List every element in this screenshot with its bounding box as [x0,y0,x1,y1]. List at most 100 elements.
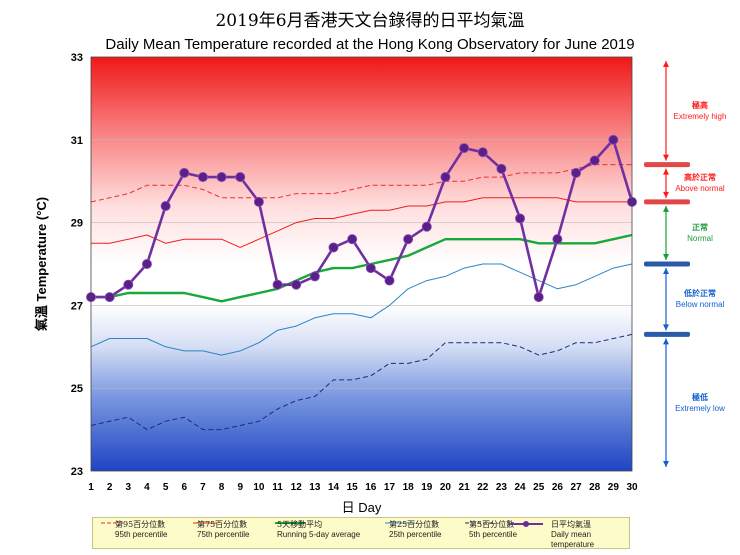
zone-label: 極高 Extremely high [665,100,735,122]
legend-label-cn: 5天移動平均 [277,520,323,529]
legend-swatch-running5 [275,522,305,524]
data-point [515,213,526,224]
data-point [403,234,414,245]
zone-boundary-marker [644,199,690,205]
x-tick-label: 14 [328,482,340,493]
x-tick-label: 12 [291,482,303,493]
data-point [309,271,320,282]
legend-label-en: 5th percentile [469,530,518,539]
y-axis-label: 氣溫 Temperature (°C) [34,197,49,331]
data-point [552,234,563,245]
data-point [608,134,619,145]
chart-legend: 第95百分位數 95th percentile 第75百分位數 75th per… [92,517,630,549]
series-line-1 [90,164,632,203]
data-point [533,292,544,303]
data-point [272,279,283,290]
zone-arrow-head-down [663,254,669,260]
x-tick-label: 15 [347,482,359,493]
y-tick-label: 27 [71,300,83,312]
data-point [216,172,227,183]
x-tick-label: 17 [384,482,396,493]
x-tick-label: 25 [533,482,545,493]
zone-arrow-head-down [663,191,669,198]
zone-label-en: Below normal [675,300,725,310]
data-point [477,147,488,158]
legend-swatch-p25 [385,522,415,524]
x-tick-label: 29 [608,482,620,493]
legend-text-p25: 第25百分位數 25th percentile [389,520,441,540]
chart-title-english: Daily Mean Temperature recorded at the H… [105,36,635,53]
data-point [179,167,190,178]
x-tick-label: 4 [144,482,150,493]
legend-label-en: 25th percentile [389,530,442,539]
x-tick-label: 27 [570,482,582,493]
zone-label: 高於正常 Above normal [665,172,735,194]
legend-label-en: 95th percentile [115,530,168,539]
data-point [197,172,208,183]
legend-item-running5 [275,520,305,526]
zone-label-cn: 極高 [692,99,708,110]
legend-label-cn: 第25百分位數 [389,520,440,529]
zone-arrow-head-up [663,205,669,212]
plot-background [91,57,632,471]
legend-swatch-p5 [465,522,495,524]
y-tick-label: 33 [71,52,83,64]
zone-arrow-head-up [663,338,669,345]
y-tick-label: 23 [71,466,83,478]
zone-label-cn: 極低 [692,391,708,402]
zone-label-cn: 低於正常 [684,288,716,299]
x-tick-label: 2 [107,482,113,493]
zone-label-en: Extremely low [675,403,725,413]
zone-arrow-head-up [663,61,669,67]
zone-boundary-marker [644,331,690,337]
legend-text-daily: 日平均氣溫 Daily mean temperature [551,520,629,550]
zone-label-en: Normal [687,233,713,243]
data-point [291,279,302,290]
series-line-3 [91,233,633,303]
x-tick-label: 18 [403,482,415,493]
data-point [347,234,358,245]
legend-text-p5: 第5百分位數 5th percentile [469,520,517,540]
data-point [459,143,470,154]
data-point [421,221,432,232]
legend-label-cn: 第75百分位數 [197,520,248,529]
data-point [141,258,152,269]
y-tick-label: 25 [71,383,83,395]
zone-label-en: Above normal [675,184,725,194]
x-tick-label: 30 [626,482,638,493]
zone-label-cn: 高於正常 [684,172,716,183]
x-tick-label: 7 [200,482,206,493]
x-axis-label: 日 Day [342,500,382,515]
zone-boundary-marker [644,261,690,267]
legend-label-en: Daily mean temperature [551,530,595,549]
y-tick-label: 29 [71,218,83,230]
legend-item-p75 [193,520,217,526]
legend-swatch-daily [509,521,543,527]
chart-title-chinese: 2019年6月香港天文台錄得的日平均氣溫 [215,11,525,31]
x-tick-label: 3 [126,482,132,493]
data-point [589,155,600,166]
zone-arrow-head-down [663,154,669,161]
zone-label-cn: 正常 [692,221,708,232]
legend-label-cn: 日平均氣溫 [551,520,591,529]
legend-item-p5 [465,520,495,526]
legend-text-running5: 5天移動平均 Running 5-day average [277,520,360,540]
legend-label-cn: 第5百分位數 [469,520,515,529]
zone-label: 低於正常 Below normal [665,288,735,310]
x-tick-label: 28 [589,482,601,493]
x-tick-label: 13 [309,482,321,493]
x-tick-label: 19 [421,482,433,493]
x-tick-label: 1 [88,482,94,493]
data-point [328,242,339,253]
legend-item-daily [509,520,543,528]
legend-label-cn: 第95百分位數 [115,520,166,529]
data-point [365,263,376,274]
legend-item-p95 [101,520,125,526]
zone-boundary-marker [644,162,690,168]
data-point [571,167,582,178]
legend-swatch-p75 [193,522,217,524]
legend-swatch-p95 [101,522,125,524]
series-line-5 [90,333,633,431]
data-point [496,163,507,174]
legend-label-en: 75th percentile [197,530,250,539]
